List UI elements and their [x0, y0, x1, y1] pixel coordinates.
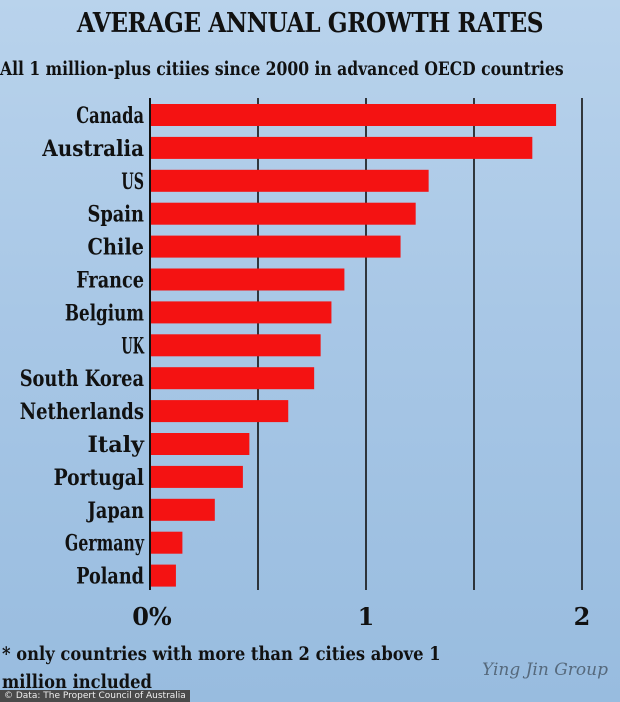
category-label-canada: Canada	[76, 103, 144, 129]
bar-germany	[151, 531, 183, 554]
x-tick-label-2: 2	[574, 602, 591, 631]
category-label-chile: Chile	[88, 235, 145, 261]
watermark: Ying Jin Group	[482, 660, 608, 680]
x-tick-label-0: 0%	[132, 602, 172, 631]
category-label-portugal: Portugal	[54, 465, 144, 491]
bar-france	[151, 268, 345, 291]
chart-subtitle: All 1 million-plus citiies since 2000 in…	[0, 58, 564, 80]
bar-japan	[151, 498, 215, 521]
bar-spain	[151, 202, 416, 225]
bar-netherlands	[151, 400, 289, 423]
bar-australia	[151, 136, 533, 159]
bar-canada	[151, 104, 557, 126]
category-label-netherlands: Netherlands	[20, 399, 144, 425]
bar-us	[151, 169, 429, 192]
category-label-poland: Poland	[76, 564, 144, 590]
chart-title: AVERAGE ANNUAL GROWTH RATES	[76, 8, 544, 39]
category-label-australia: Australia	[41, 136, 144, 162]
bar-uk	[151, 334, 321, 357]
category-label-japan: Japan	[86, 498, 144, 524]
category-label-belgium: Belgium	[65, 300, 144, 326]
bar-chile	[151, 235, 401, 258]
bar-italy	[151, 433, 250, 455]
x-tick-label-1: 1	[358, 602, 375, 631]
bar-belgium	[151, 301, 332, 324]
bar-south-korea	[151, 367, 315, 390]
source-credit: © Data: The Propert Council of Australia	[0, 690, 190, 702]
bar-portugal	[151, 465, 243, 488]
category-label-france: France	[76, 268, 144, 294]
bar-chart: Canada Australia US Spain Chile France Belgium…	[20, 98, 591, 631]
category-label-germany: Germany	[65, 531, 145, 557]
category-label-south-korea: South Korea	[20, 366, 144, 392]
category-label-spain: Spain	[88, 202, 145, 228]
bar-poland	[151, 564, 176, 587]
category-label-us: US	[121, 169, 144, 195]
footnote: * only countries with more than 2 cities…	[2, 643, 441, 693]
category-label-italy: Italy	[88, 432, 146, 458]
category-label-uk: UK	[121, 333, 144, 359]
